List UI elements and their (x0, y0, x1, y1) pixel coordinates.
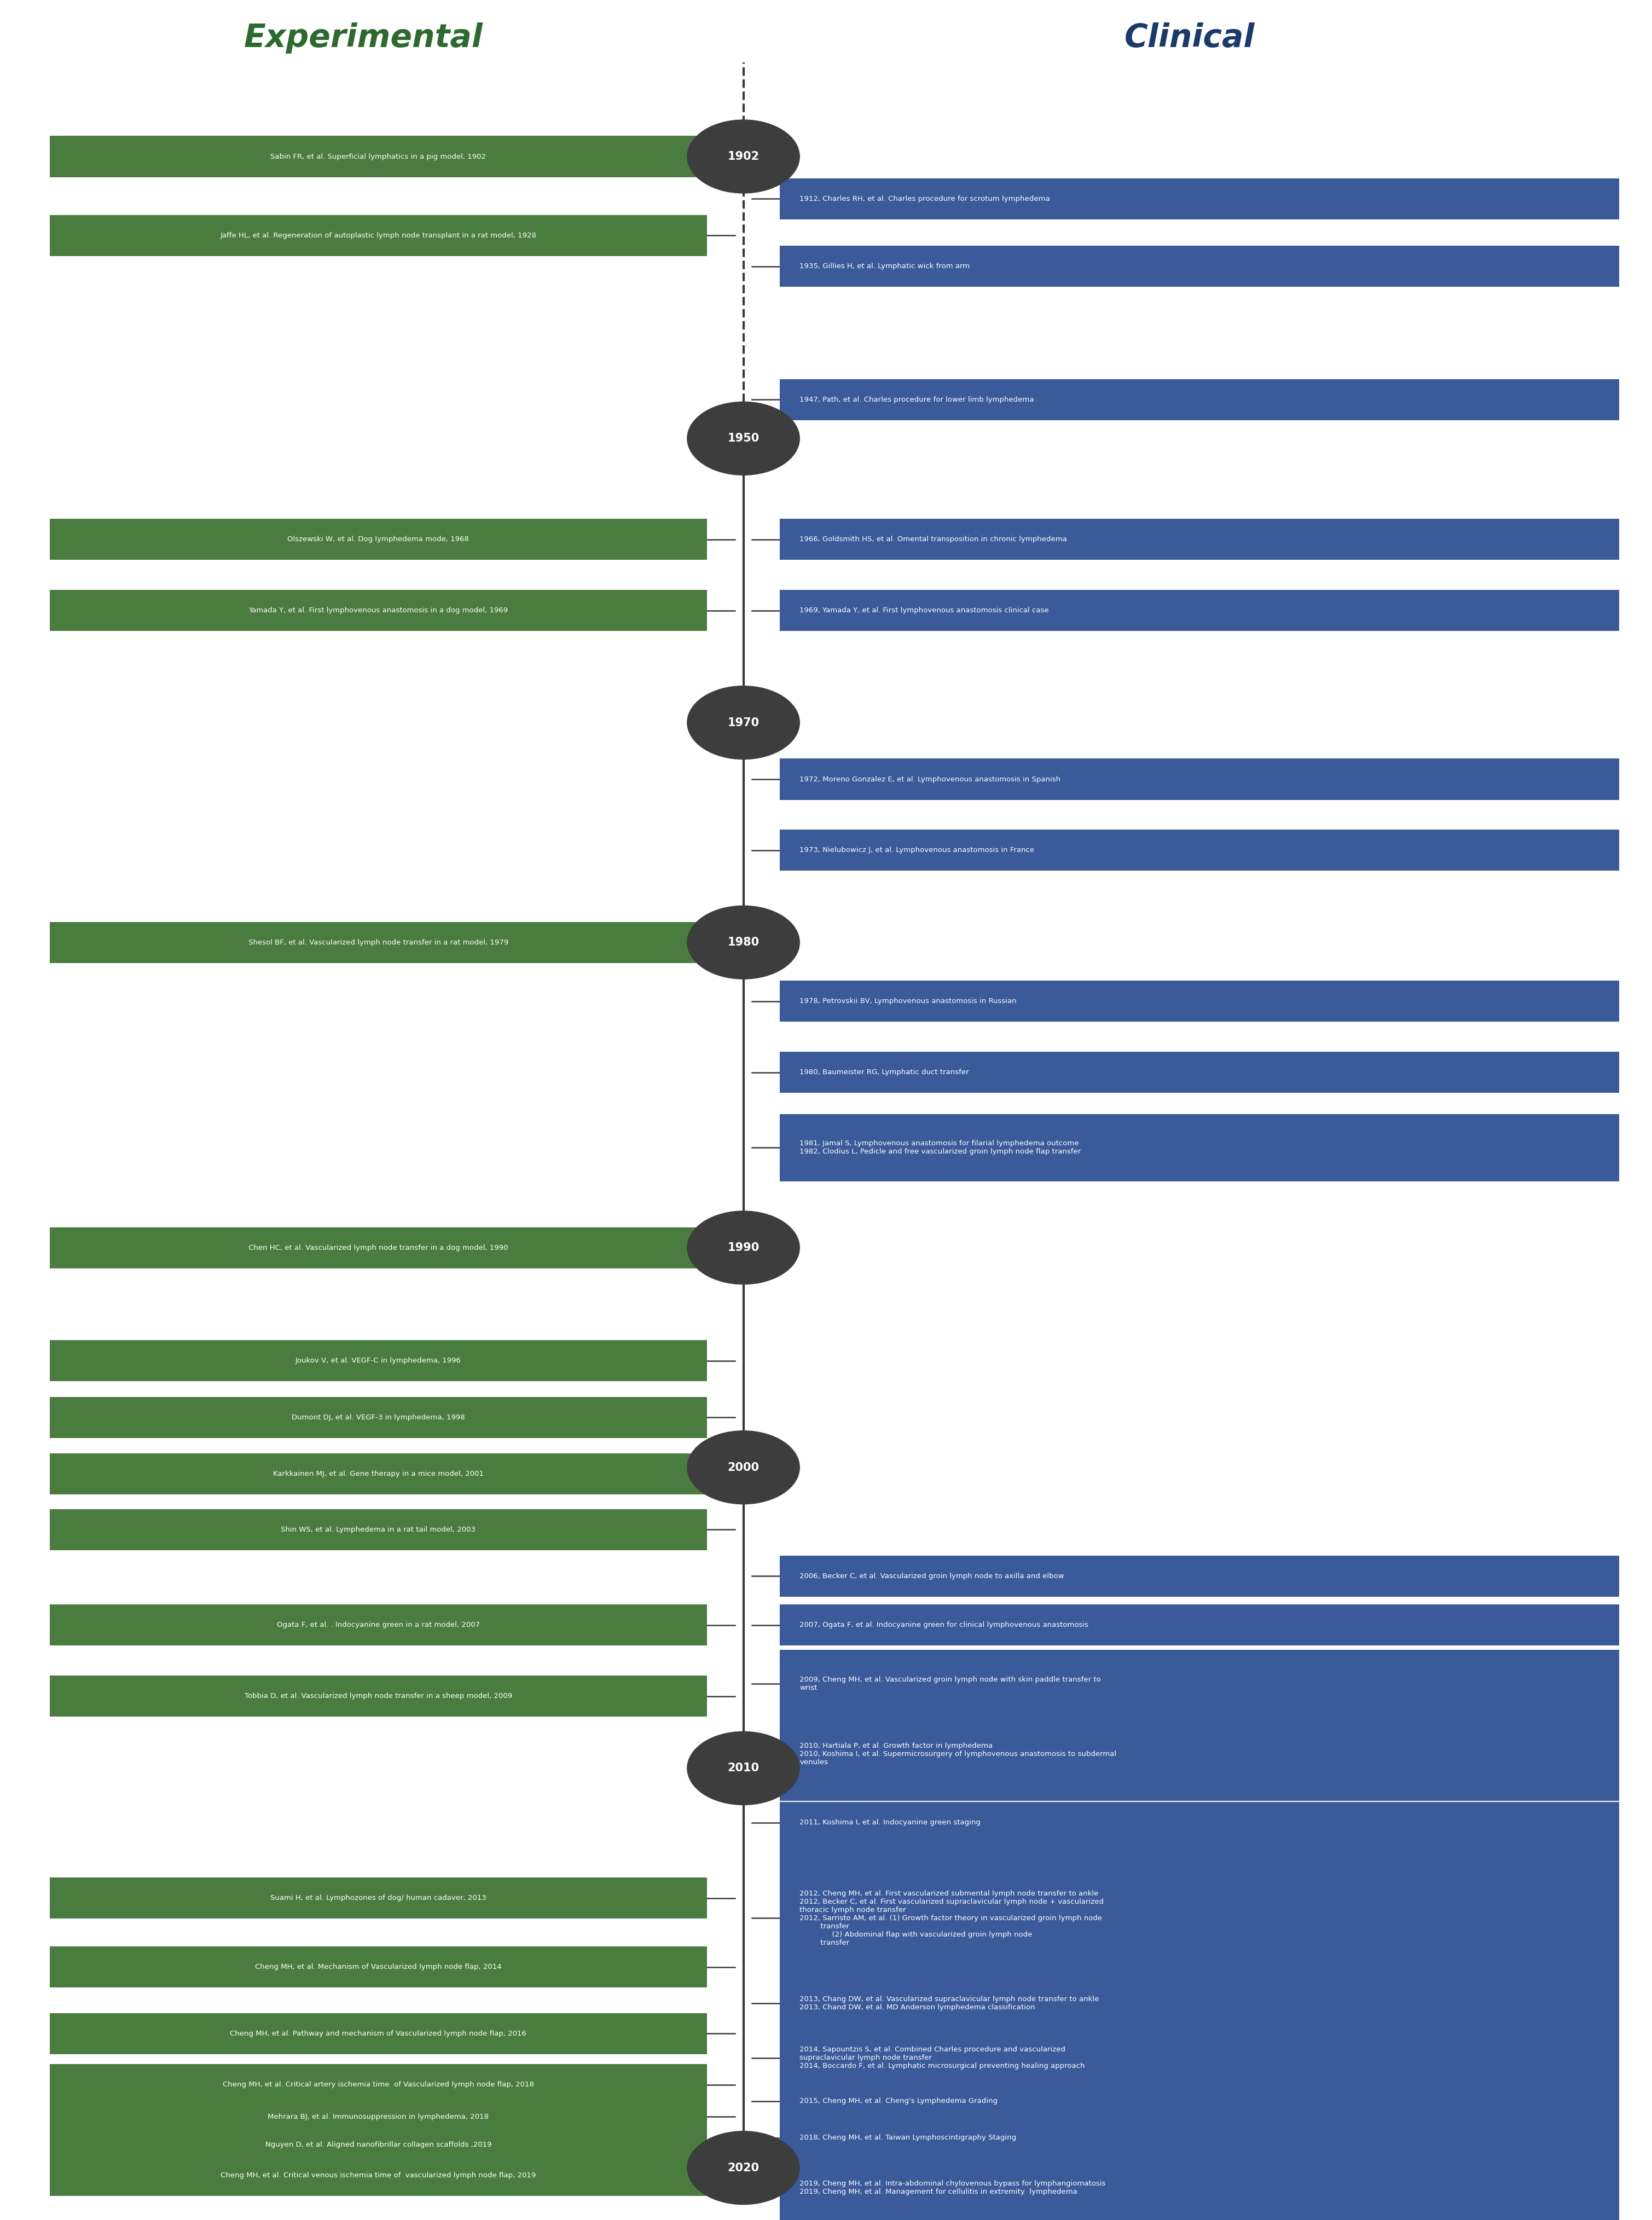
Text: Ogata F, et al. . Indocyanine green in a rat model, 2007: Ogata F, et al. . Indocyanine green in a… (278, 1621, 479, 1629)
Text: Karkkainen MJ, et al. Gene therapy in a mice model, 2001: Karkkainen MJ, et al. Gene therapy in a … (273, 1470, 484, 1479)
FancyBboxPatch shape (50, 1878, 707, 1918)
Text: Nguyen D, et al. Aligned nanofibrillar collagen scaffolds ,2019: Nguyen D, et al. Aligned nanofibrillar c… (266, 2140, 491, 2149)
Text: 2019, Cheng MH, et al. Intra-abdominal chylovenous bypass for lymphangiomatosis
: 2019, Cheng MH, et al. Intra-abdominal c… (800, 2180, 1105, 2196)
FancyBboxPatch shape (780, 1649, 1619, 1718)
Text: 2010: 2010 (727, 1763, 760, 1774)
Text: Mehrara BJ, et al. Immunosuppression in lymphedema, 2018: Mehrara BJ, et al. Immunosuppression in … (268, 2113, 489, 2120)
FancyBboxPatch shape (50, 591, 707, 630)
FancyBboxPatch shape (780, 830, 1619, 870)
Text: 1980: 1980 (727, 937, 760, 948)
FancyBboxPatch shape (50, 2125, 707, 2164)
Ellipse shape (687, 686, 800, 759)
Text: 1990: 1990 (727, 1243, 760, 1252)
Text: 1935, Gillies H, et al. Lymphatic wick from arm: 1935, Gillies H, et al. Lymphatic wick f… (800, 262, 970, 271)
Text: 1947, Path, et al. Charles procedure for lower limb lymphedema: 1947, Path, et al. Charles procedure for… (800, 395, 1034, 404)
FancyBboxPatch shape (50, 1341, 707, 1381)
FancyBboxPatch shape (50, 1454, 707, 1494)
FancyBboxPatch shape (50, 921, 707, 963)
Ellipse shape (687, 1732, 800, 1805)
Text: Experimental: Experimental (244, 22, 482, 53)
FancyBboxPatch shape (780, 1707, 1619, 1800)
Text: 1950: 1950 (727, 433, 760, 444)
Text: 1912, Charles RH, et al. Charles procedure for scrotum lymphedema: 1912, Charles RH, et al. Charles procedu… (800, 195, 1051, 202)
Text: 1970: 1970 (727, 717, 760, 728)
Text: Tobbia D, et al. Vascularized lymph node transfer in a sheep model, 2009: Tobbia D, et al. Vascularized lymph node… (244, 1692, 512, 1701)
FancyBboxPatch shape (780, 178, 1619, 220)
Text: 2000: 2000 (727, 1463, 760, 1472)
Ellipse shape (687, 402, 800, 475)
FancyBboxPatch shape (780, 1114, 1619, 1181)
Text: Olszewski W, et al. Dog lymphedema mode, 1968: Olszewski W, et al. Dog lymphedema mode,… (287, 535, 469, 544)
Text: 2020: 2020 (727, 2162, 760, 2173)
Ellipse shape (687, 906, 800, 979)
Text: 2007, Ogata F, et al. Indocyanine green for clinical lymphovenous anastomosis: 2007, Ogata F, et al. Indocyanine green … (800, 1621, 1089, 1629)
FancyBboxPatch shape (50, 1510, 707, 1550)
Text: 2006, Becker C, et al. Vascularized groin lymph node to axilla and elbow: 2006, Becker C, et al. Vascularized groi… (800, 1572, 1064, 1581)
Text: 1966, Goldsmith HS, et al. Omental transposition in chronic lymphedema: 1966, Goldsmith HS, et al. Omental trans… (800, 535, 1067, 544)
Text: 2010, Hartiala P, et al. Growth factor in lymphedema
2010, Koshima I, et al. Sup: 2010, Hartiala P, et al. Growth factor i… (800, 1743, 1117, 1765)
Text: Joukov V, et al. VEGF-C in lymphedema, 1996: Joukov V, et al. VEGF-C in lymphedema, 1… (296, 1356, 461, 1365)
Text: 1973, Nielubowicz J, et al. Lymphovenous anastomosis in France: 1973, Nielubowicz J, et al. Lymphovenous… (800, 846, 1034, 855)
Ellipse shape (687, 120, 800, 193)
FancyBboxPatch shape (780, 1605, 1619, 1645)
FancyBboxPatch shape (780, 380, 1619, 420)
Text: 1902: 1902 (727, 151, 760, 162)
Text: Sabin FR, et al. Superficial lymphatics in a pig model, 1902: Sabin FR, et al. Superficial lymphatics … (271, 153, 486, 160)
FancyBboxPatch shape (780, 2080, 1619, 2122)
FancyBboxPatch shape (780, 981, 1619, 1021)
FancyBboxPatch shape (50, 215, 707, 255)
Text: Cheng MH, et al. Pathway and mechanism of Vascularized lymph node flap, 2016: Cheng MH, et al. Pathway and mechanism o… (230, 2029, 527, 2038)
Text: Yamada Y, et al. First lymphovenous anastomosis in a dog model, 1969: Yamada Y, et al. First lymphovenous anas… (248, 606, 509, 615)
FancyBboxPatch shape (50, 2014, 707, 2054)
FancyBboxPatch shape (50, 1947, 707, 1987)
FancyBboxPatch shape (780, 246, 1619, 286)
Text: 2012, Cheng MH, et al. First vascularized submental lymph node transfer to ankle: 2012, Cheng MH, et al. First vascularize… (800, 1889, 1104, 1947)
FancyBboxPatch shape (780, 1052, 1619, 1092)
Text: 2014, Sapountzis S, et al. Combined Charles procedure and vascularized
supraclav: 2014, Sapountzis S, et al. Combined Char… (800, 2047, 1085, 2069)
Text: 1969, Yamada Y, et al. First lymphovenous anastomosis clinical case: 1969, Yamada Y, et al. First lymphovenou… (800, 606, 1049, 615)
FancyBboxPatch shape (780, 1831, 1619, 2005)
FancyBboxPatch shape (780, 2153, 1619, 2220)
FancyBboxPatch shape (780, 2011, 1619, 2105)
Text: Clinical: Clinical (1125, 22, 1254, 53)
FancyBboxPatch shape (780, 1556, 1619, 1596)
Text: Jaffe HL, et al. Regeneration of autoplastic lymph node transplant in a rat mode: Jaffe HL, et al. Regeneration of autopla… (220, 231, 537, 240)
FancyBboxPatch shape (50, 135, 707, 178)
Text: 2009, Cheng MH, et al. Vascularized groin lymph node with skin paddle transfer t: 2009, Cheng MH, et al. Vascularized groi… (800, 1676, 1100, 1692)
Text: Dumont DJ, et al. VEGF-3 in lymphedema, 1998: Dumont DJ, et al. VEGF-3 in lymphedema, … (292, 1414, 464, 1421)
FancyBboxPatch shape (780, 2118, 1619, 2158)
FancyBboxPatch shape (780, 1969, 1619, 2038)
Text: Suami H, et al. Lymphozones of dog/ human cadaver, 2013: Suami H, et al. Lymphozones of dog/ huma… (271, 1894, 486, 1903)
FancyBboxPatch shape (50, 1605, 707, 1645)
FancyBboxPatch shape (780, 591, 1619, 630)
FancyBboxPatch shape (50, 2156, 707, 2196)
FancyBboxPatch shape (50, 2065, 707, 2105)
FancyBboxPatch shape (50, 1396, 707, 1439)
FancyBboxPatch shape (50, 2096, 707, 2138)
FancyBboxPatch shape (780, 1803, 1619, 1843)
Ellipse shape (687, 1432, 800, 1505)
Text: Shin WS, et al. Lymphedema in a rat tail model, 2003: Shin WS, et al. Lymphedema in a rat tail… (281, 1525, 476, 1534)
FancyBboxPatch shape (50, 1228, 707, 1268)
Text: Cheng MH, et al. Critical artery ischemia time  of Vascularized lymph node flap,: Cheng MH, et al. Critical artery ischemi… (223, 2080, 534, 2089)
FancyBboxPatch shape (780, 519, 1619, 559)
Text: Cheng MH, et al. Critical venous ischemia time of  vascularized lymph node flap,: Cheng MH, et al. Critical venous ischemi… (221, 2171, 535, 2180)
Text: 2013, Chang DW, et al. Vascularized supraclavicular lymph node transfer to ankle: 2013, Chang DW, et al. Vascularized supr… (800, 1996, 1099, 2011)
FancyBboxPatch shape (50, 1676, 707, 1716)
Text: 2011, Koshima I, et al. Indocyanine green staging: 2011, Koshima I, et al. Indocyanine gree… (800, 1818, 981, 1827)
Text: 1972, Moreno Gonzalez E, et al. Lymphovenous anastomosis in Spanish: 1972, Moreno Gonzalez E, et al. Lymphove… (800, 775, 1061, 784)
Ellipse shape (687, 2131, 800, 2204)
FancyBboxPatch shape (50, 519, 707, 559)
Text: 1981, Jamal S, Lymphovenous anastomosis for filarial lymphedema outcome
1982, Cl: 1981, Jamal S, Lymphovenous anastomosis … (800, 1141, 1080, 1154)
Text: 1978, Petrovskii BV, Lymphovenous anastomosis in Russian: 1978, Petrovskii BV, Lymphovenous anasto… (800, 997, 1016, 1006)
Text: Chen HC, et al. Vascularized lymph node transfer in a dog model, 1990: Chen HC, et al. Vascularized lymph node … (248, 1243, 509, 1252)
Text: 1980, Baumeister RG, Lymphatic duct transfer: 1980, Baumeister RG, Lymphatic duct tran… (800, 1068, 970, 1077)
Text: 2015, Cheng MH, et al. Cheng's Lymphedema Grading: 2015, Cheng MH, et al. Cheng's Lymphedem… (800, 2098, 998, 2105)
Text: Shesol BF, et al. Vascularized lymph node transfer in a rat model, 1979: Shesol BF, et al. Vascularized lymph nod… (248, 939, 509, 946)
Ellipse shape (687, 1212, 800, 1283)
Text: Cheng MH, et al. Mechanism of Vascularized lymph node flap, 2014: Cheng MH, et al. Mechanism of Vasculariz… (254, 1962, 502, 1971)
FancyBboxPatch shape (780, 759, 1619, 799)
Text: 2018, Cheng MH, et al. Taiwan Lymphoscintigraphy Staging: 2018, Cheng MH, et al. Taiwan Lymphoscin… (800, 2133, 1016, 2142)
